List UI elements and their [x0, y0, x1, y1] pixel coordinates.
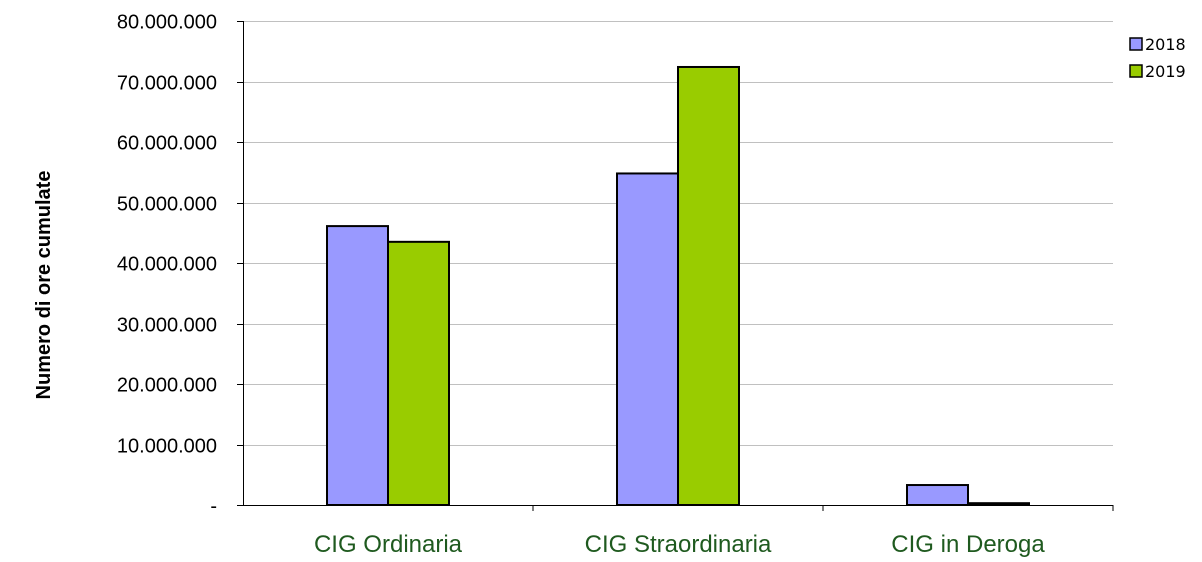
legend-label: 2019: [1145, 62, 1186, 81]
legend-swatch: [1129, 64, 1143, 78]
bar: [326, 225, 389, 506]
y-tick-label: 10.000.000: [117, 436, 217, 458]
legend-label: 2018: [1145, 35, 1186, 54]
y-tick-label: 60.000.000: [117, 133, 217, 155]
bar: [906, 484, 969, 507]
x-category-label: CIG in Deroga: [891, 531, 1045, 558]
legend: 2018 2019: [1129, 35, 1186, 81]
y-tick-label: 70.000.000: [117, 73, 217, 95]
y-tick-label: 30.000.000: [117, 315, 217, 337]
y-tick-label: 40.000.000: [117, 254, 217, 276]
x-category-label: CIG Ordinaria: [314, 531, 463, 558]
y-tick-labels: - 10.000.000 20.000.000 30.000.000 40.000.00…: [117, 12, 217, 518]
y-tick-label: 50.000.000: [117, 194, 217, 216]
bar: [967, 502, 1030, 506]
y-tick-label: 20.000.000: [117, 375, 217, 397]
x-category-label: CIG Straordinaria: [585, 531, 772, 558]
y-axis-title: Numero di ore cumulate: [33, 171, 55, 400]
axes: [237, 21, 1114, 511]
bar: [616, 172, 679, 507]
y-tick-label: -: [210, 496, 217, 518]
legend-swatch: [1129, 37, 1143, 51]
x-category-labels: CIG Ordinaria CIG Straordinaria CIG in Der…: [314, 531, 1045, 558]
bar: [387, 240, 450, 506]
bars: [326, 65, 1030, 507]
bar: [677, 65, 740, 506]
y-tick-label: 80.000.000: [117, 12, 217, 34]
